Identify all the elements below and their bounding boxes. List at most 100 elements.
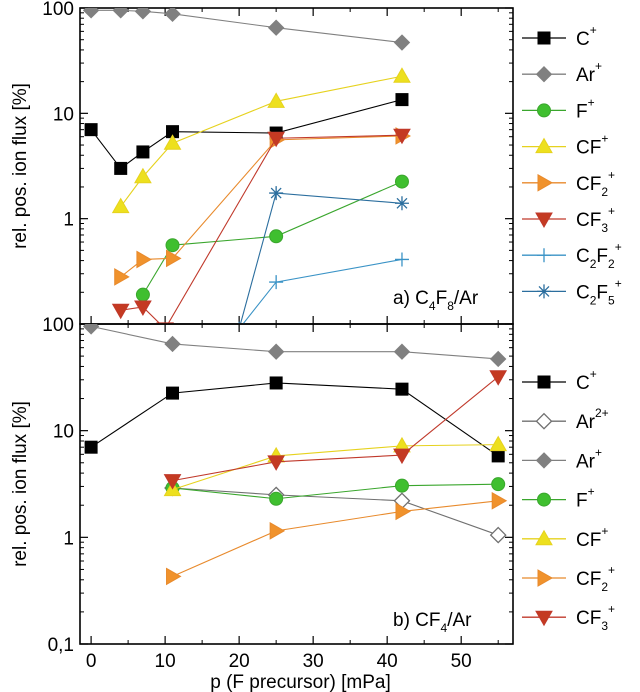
data-point-ar2- [489, 526, 507, 544]
data-point-cf3- [111, 303, 130, 320]
legend-marker [537, 569, 554, 587]
panel-b-cf4-ar: 0,1 1 10 100 rel. pos. ion flux [%] C+ Ar2+ Ar+… [10, 315, 615, 656]
y-tick-label: 10 [53, 104, 74, 125]
legend-label: C2F2+ [576, 240, 622, 271]
legend-label: F+ [576, 95, 595, 122]
data-point-ar- [112, 8, 129, 19]
data-point-cf3- [489, 370, 508, 386]
legend-item-ar-: Ar+ [522, 445, 602, 472]
data-point-ar- [82, 324, 100, 335]
legend-label: Ar2+ [576, 406, 609, 433]
legend-label: C+ [576, 23, 597, 50]
y-axis-label: rel. pos. ion flux [%] [10, 83, 31, 249]
panel-a-c4f8-ar: 1 10 100 rel. pos. ion flux [%] C+ Ar+ F+ CF+ CF… [10, 0, 622, 325]
data-point-ar- [489, 350, 507, 368]
legend-item-c2f2-: C2F2+ [522, 240, 622, 271]
series-cf- [163, 435, 508, 497]
legend-item-c2f5-: C2F5+ [522, 276, 622, 307]
data-point-f- [269, 491, 284, 506]
data-point-ar- [267, 343, 285, 360]
data-point-cf- [267, 92, 286, 108]
data-point-c2f5- [269, 186, 284, 201]
series-line-c2f2- [242, 258, 403, 324]
data-point-cf3- [134, 300, 152, 317]
data-point-ar- [82, 8, 100, 19]
series-line-ar- [90, 325, 499, 360]
x-ticks [90, 324, 499, 644]
data-point-cf2- [395, 502, 411, 521]
series-cf- [111, 67, 411, 214]
legend-item-ar-: Ar+ [522, 59, 602, 86]
data-point-ar- [164, 8, 181, 23]
series-cf3- [111, 128, 411, 324]
series-c- [84, 376, 505, 463]
y-axis-label: rel. pos. ion flux [%] [10, 401, 31, 567]
series-c- [84, 93, 409, 175]
legend-label: CF2+ [576, 168, 615, 199]
series-group [82, 324, 508, 586]
series-c2f5- [233, 186, 409, 324]
data-point-f- [394, 174, 409, 189]
series-line-c2f5- [239, 192, 403, 324]
series-line-cf- [172, 444, 499, 491]
data-point-c- [395, 382, 409, 396]
plot-frame [79, 7, 514, 325]
series-group [82, 8, 411, 324]
series-ar2- [164, 479, 507, 544]
legend-marker [537, 284, 551, 299]
data-point-f- [394, 478, 409, 493]
legend-item-cf2-: CF2+ [522, 168, 615, 199]
legend-marker [535, 212, 553, 229]
legend-marker [535, 412, 553, 430]
legend-item-c-: C+ [522, 23, 597, 50]
data-point-cf- [111, 197, 130, 214]
data-point-c- [395, 93, 409, 107]
legend-item-cf-: CF+ [522, 524, 608, 551]
legend-marker [537, 173, 554, 192]
data-point-cf3- [267, 131, 286, 148]
legend-item-cf3-: CF3+ [522, 602, 615, 633]
y-tick-label: 1 [63, 528, 74, 549]
series-line-f- [142, 181, 403, 295]
series-c2f2- [238, 252, 409, 324]
legend-label: F+ [576, 485, 595, 512]
data-point-cf2- [136, 250, 152, 269]
legend-marker [535, 137, 553, 154]
series-cf3- [163, 370, 508, 490]
series-ar- [82, 8, 411, 51]
data-point-f- [135, 287, 150, 302]
data-point-cf2- [166, 567, 182, 586]
legend-label: C+ [576, 367, 597, 394]
legend-label: C2F5+ [576, 276, 622, 307]
x-tick-label: 20 [229, 651, 250, 672]
y-tick-label: 1 [63, 210, 74, 231]
data-point-cf3- [267, 455, 286, 471]
legend-marker [537, 248, 551, 263]
data-point-ar- [164, 335, 181, 353]
data-point-cf- [134, 167, 152, 184]
series-line-cf3- [172, 376, 499, 482]
legend-marker [537, 103, 551, 118]
data-point-ar- [393, 343, 411, 360]
data-point-ar- [267, 19, 285, 36]
x-tick-label: 40 [377, 651, 398, 672]
data-point-c- [84, 123, 98, 137]
data-point-cf2- [269, 521, 286, 540]
data-point-cf- [489, 435, 508, 452]
data-point-cf3- [163, 474, 182, 490]
data-point-ar- [134, 8, 152, 20]
legend-marker [535, 452, 553, 469]
panel-annotation: a) C4F8/Ar [393, 288, 479, 313]
data-point-f- [491, 477, 506, 492]
legend-item-ar2-: Ar2+ [522, 406, 609, 433]
legend-label: Ar+ [576, 445, 602, 472]
legend-marker [537, 375, 551, 389]
plot-frame [79, 323, 514, 645]
x-tick-label: 0 [86, 651, 97, 672]
shared-x-axis: 0 10 20 30 40 50 p (F precursor) [mPa] [86, 651, 472, 692]
legend-label: CF3+ [576, 204, 615, 235]
legend-marker [537, 31, 551, 45]
legend-marker [537, 492, 551, 507]
legend-item-f-: F+ [522, 485, 595, 512]
data-point-c2f5- [394, 196, 409, 211]
